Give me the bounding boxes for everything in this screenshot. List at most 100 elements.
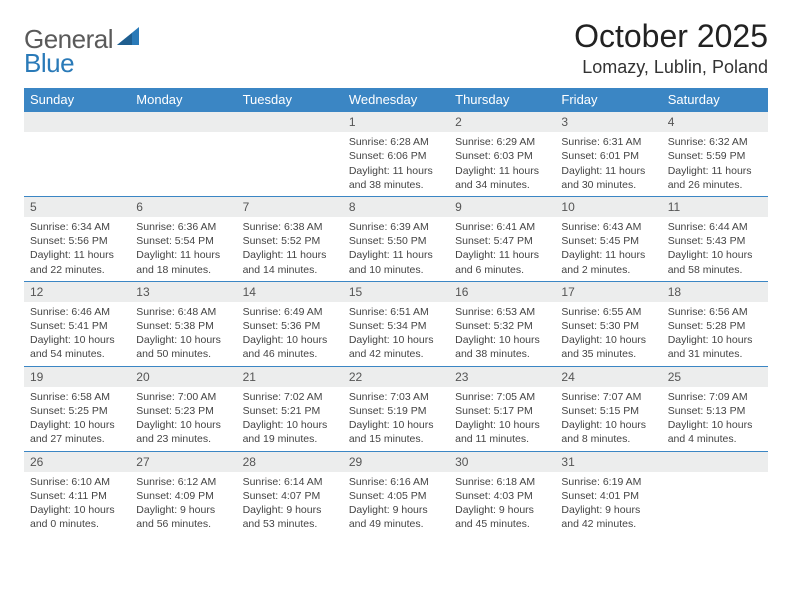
day-number: 29: [343, 452, 449, 472]
cell-body: Sunrise: 6:51 AMSunset: 5:34 PMDaylight:…: [343, 302, 449, 366]
sunset-text: Sunset: 4:01 PM: [561, 489, 655, 503]
day-number: 22: [343, 367, 449, 387]
calendar-cell: 8Sunrise: 6:39 AMSunset: 5:50 PMDaylight…: [343, 196, 449, 281]
day-number: 27: [130, 452, 236, 472]
daylight-text: Daylight: 11 hours and 18 minutes.: [136, 248, 230, 276]
day-number: 16: [449, 282, 555, 302]
sunrise-text: Sunrise: 6:55 AM: [561, 305, 655, 319]
weekday-header: Friday: [555, 88, 661, 112]
sunrise-text: Sunrise: 6:12 AM: [136, 475, 230, 489]
sunset-text: Sunset: 4:09 PM: [136, 489, 230, 503]
calendar-cell: 28Sunrise: 6:14 AMSunset: 4:07 PMDayligh…: [237, 451, 343, 535]
daylight-text: Daylight: 11 hours and 34 minutes.: [455, 164, 549, 192]
daylight-text: Daylight: 10 hours and 19 minutes.: [243, 418, 337, 446]
cell-body: Sunrise: 6:41 AMSunset: 5:47 PMDaylight:…: [449, 217, 555, 281]
calendar-cell: 27 Sunrise: 6:12 AMSunset: 4:09 PMDayligh…: [130, 451, 236, 535]
sunrise-text: Sunrise: 6:10 AM: [30, 475, 124, 489]
calendar-cell: 17 Sunrise: 6:55 AMSunset: 5:30 PMDayligh…: [555, 281, 661, 366]
cell-body: Sunrise: 6:10 AMSunset: 4:11 PMDaylight:…: [24, 472, 130, 536]
calendar-cell: 5Sunrise: 6:34 AMSunset: 5:56 PMDaylight…: [24, 196, 130, 281]
empty-day-number: [24, 112, 130, 132]
cell-body: Sunrise: 7:03 AMSunset: 5:19 PMDaylight:…: [343, 387, 449, 451]
calendar-week-row: 1Sunrise: 6:28 AMSunset: 6:06 PMDaylight…: [24, 112, 768, 197]
day-number: 12: [24, 282, 130, 302]
daylight-text: Daylight: 11 hours and 30 minutes.: [561, 164, 655, 192]
daylight-text: Daylight: 10 hours and 15 minutes.: [349, 418, 443, 446]
calendar-cell: 22Sunrise: 7:03 AMSunset: 5:19 PMDayligh…: [343, 366, 449, 451]
sunrise-text: Sunrise: 6:49 AM: [243, 305, 337, 319]
month-title: October 2025: [574, 18, 768, 55]
calendar-cell: 14Sunrise: 6:49 AMSunset: 5:36 PMDayligh…: [237, 281, 343, 366]
cell-body: Sunrise: 6:56 AMSunset: 5:28 PMDaylight:…: [662, 302, 768, 366]
calendar-cell: 19Sunrise: 6:58 AMSunset: 5:25 PMDayligh…: [24, 366, 130, 451]
day-number: 20: [130, 367, 236, 387]
sunset-text: Sunset: 5:30 PM: [561, 319, 655, 333]
cell-body: Sunrise: 6:31 AMSunset: 6:01 PMDaylight:…: [555, 132, 661, 196]
weekday-header: Saturday: [662, 88, 768, 112]
cell-body: Sunrise: 6:44 AMSunset: 5:43 PMDaylight:…: [662, 217, 768, 281]
daylight-text: Daylight: 11 hours and 26 minutes.: [668, 164, 762, 192]
daylight-text: Daylight: 9 hours and 56 minutes.: [136, 503, 230, 531]
sunset-text: Sunset: 5:47 PM: [455, 234, 549, 248]
daylight-text: Daylight: 10 hours and 35 minutes.: [561, 333, 655, 361]
cell-body: Sunrise: 7:09 AMSunset: 5:13 PMDaylight:…: [662, 387, 768, 451]
day-number: 6: [130, 197, 236, 217]
daylight-text: Daylight: 10 hours and 23 minutes.: [136, 418, 230, 446]
daylight-text: Daylight: 11 hours and 6 minutes.: [455, 248, 549, 276]
cell-body: Sunrise: 7:05 AMSunset: 5:17 PMDaylight:…: [449, 387, 555, 451]
sunrise-text: Sunrise: 6:46 AM: [30, 305, 124, 319]
cell-body: Sunrise: 6:36 AMSunset: 5:54 PMDaylight:…: [130, 217, 236, 281]
cell-body: Sunrise: 6:19 AMSunset: 4:01 PMDaylight:…: [555, 472, 661, 536]
cell-body: Sunrise: 7:00 AMSunset: 5:23 PMDaylight:…: [130, 387, 236, 451]
calendar-table: SundayMondayTuesdayWednesdayThursdayFrid…: [24, 88, 768, 535]
sunset-text: Sunset: 4:05 PM: [349, 489, 443, 503]
sunset-text: Sunset: 5:21 PM: [243, 404, 337, 418]
logo-text-b: Blue: [24, 48, 74, 78]
cell-body: Sunrise: 7:07 AMSunset: 5:15 PMDaylight:…: [555, 387, 661, 451]
cell-body: Sunrise: 6:58 AMSunset: 5:25 PMDaylight:…: [24, 387, 130, 451]
empty-day-number: [130, 112, 236, 132]
day-number: 15: [343, 282, 449, 302]
day-number: 26: [24, 452, 130, 472]
sunset-text: Sunset: 6:01 PM: [561, 149, 655, 163]
sunset-text: Sunset: 6:03 PM: [455, 149, 549, 163]
empty-day-number: [662, 452, 768, 472]
sunrise-text: Sunrise: 6:28 AM: [349, 135, 443, 149]
calendar-cell: 6Sunrise: 6:36 AMSunset: 5:54 PMDaylight…: [130, 196, 236, 281]
cell-body: Sunrise: 6:48 AMSunset: 5:38 PMDaylight:…: [130, 302, 236, 366]
day-number: 18: [662, 282, 768, 302]
calendar-cell: [237, 112, 343, 197]
sunrise-text: Sunrise: 6:14 AM: [243, 475, 337, 489]
cell-body: Sunrise: 6:43 AMSunset: 5:45 PMDaylight:…: [555, 217, 661, 281]
calendar-cell: 7Sunrise: 6:38 AMSunset: 5:52 PMDaylight…: [237, 196, 343, 281]
daylight-text: Daylight: 11 hours and 38 minutes.: [349, 164, 443, 192]
calendar-cell: 11Sunrise: 6:44 AMSunset: 5:43 PMDayligh…: [662, 196, 768, 281]
weekday-header: Tuesday: [237, 88, 343, 112]
sunrise-text: Sunrise: 7:09 AM: [668, 390, 762, 404]
sunset-text: Sunset: 5:25 PM: [30, 404, 124, 418]
weekday-header: Monday: [130, 88, 236, 112]
day-number: 25: [662, 367, 768, 387]
sunset-text: Sunset: 5:54 PM: [136, 234, 230, 248]
day-number: 3: [555, 112, 661, 132]
day-number: 19: [24, 367, 130, 387]
sunrise-text: Sunrise: 6:48 AM: [136, 305, 230, 319]
daylight-text: Daylight: 10 hours and 0 minutes.: [30, 503, 124, 531]
sunset-text: Sunset: 5:38 PM: [136, 319, 230, 333]
day-number: 1: [343, 112, 449, 132]
sunset-text: Sunset: 5:59 PM: [668, 149, 762, 163]
calendar-cell: 20Sunrise: 7:00 AMSunset: 5:23 PMDayligh…: [130, 366, 236, 451]
day-number: 4: [662, 112, 768, 132]
sunset-text: Sunset: 5:41 PM: [30, 319, 124, 333]
day-number: 17: [555, 282, 661, 302]
calendar-cell: 29Sunrise: 6:16 AMSunset: 4:05 PMDayligh…: [343, 451, 449, 535]
sunset-text: Sunset: 5:50 PM: [349, 234, 443, 248]
day-number: 10: [555, 197, 661, 217]
sunset-text: Sunset: 6:06 PM: [349, 149, 443, 163]
calendar-cell: 1 Sunrise: 6:28 AMSunset: 6:06 PMDaylight…: [343, 112, 449, 197]
day-number: 30: [449, 452, 555, 472]
day-number: 8: [343, 197, 449, 217]
calendar-week-row: 12 Sunrise: 6:46 AMSunset: 5:41 PM Dayligh…: [24, 281, 768, 366]
sunrise-text: Sunrise: 6:18 AM: [455, 475, 549, 489]
calendar-cell: 9Sunrise: 6:41 AMSunset: 5:47 PMDaylight…: [449, 196, 555, 281]
